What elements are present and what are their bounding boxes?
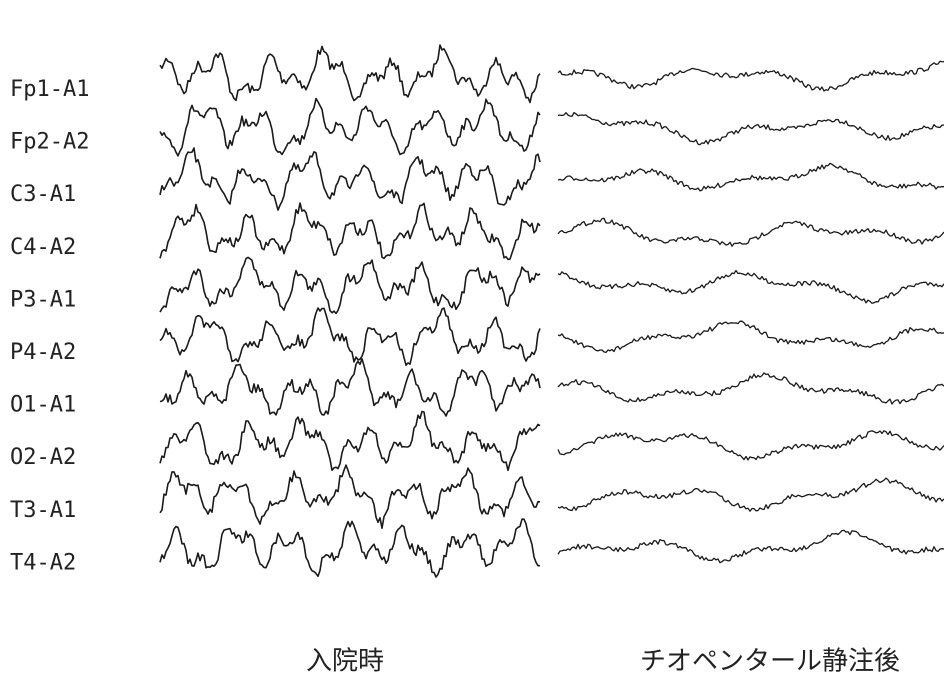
eeg-trace — [558, 163, 944, 191]
eeg-trace — [558, 271, 944, 304]
eeg-trace — [160, 203, 540, 259]
panel-label: 入院時 — [306, 647, 384, 677]
eeg-trace — [558, 321, 944, 352]
channel-label: T4-A2 — [10, 550, 76, 575]
eeg-trace — [160, 412, 540, 471]
eeg-trace — [558, 113, 944, 145]
traces — [160, 45, 944, 577]
eeg-trace — [160, 45, 540, 103]
eeg-trace — [558, 478, 944, 511]
channel-label: T3-A1 — [10, 498, 76, 523]
eeg-trace — [558, 373, 944, 404]
eeg-trace — [160, 148, 540, 210]
eeg-trace — [558, 431, 944, 460]
channel-label: O2-A2 — [10, 445, 76, 470]
eeg-trace — [160, 465, 540, 528]
eeg-trace — [160, 519, 540, 577]
eeg-trace — [558, 530, 944, 562]
channel-label: P4-A2 — [10, 340, 76, 365]
eeg-trace — [160, 308, 540, 365]
eeg-figure: Fp1-A1 Fp2-A2 C3-A1 C4-A2 P3-A1 P4-A2 O1-A1 O2-… — [0, 0, 944, 681]
eeg-trace — [160, 359, 540, 416]
eeg-trace — [160, 257, 540, 313]
eeg-trace — [160, 99, 540, 156]
channel-label: C3-A1 — [10, 182, 76, 207]
channel-label: C4-A2 — [10, 235, 76, 260]
channel-labels: Fp1-A1 Fp2-A2 C3-A1 C4-A2 P3-A1 P4-A2 O1-A1 O2-… — [10, 77, 89, 575]
channel-label: Fp2-A2 — [10, 130, 89, 155]
channel-label: O1-A1 — [10, 393, 76, 418]
panel-label: チオペンタール静注後 — [640, 647, 900, 677]
channel-label: P3-A1 — [10, 287, 76, 312]
channel-label: Fp1-A1 — [10, 77, 89, 102]
eeg-trace — [558, 218, 944, 246]
eeg-trace — [558, 61, 944, 91]
